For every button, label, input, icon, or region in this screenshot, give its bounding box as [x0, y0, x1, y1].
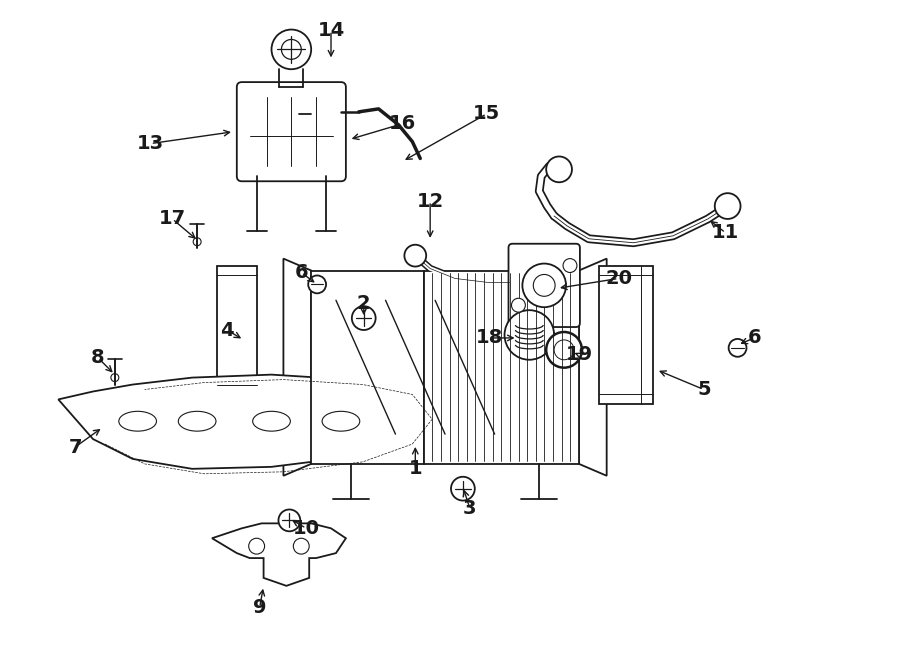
Polygon shape [284, 258, 311, 476]
Text: 3: 3 [464, 499, 477, 518]
Text: 1: 1 [409, 459, 422, 479]
Text: 10: 10 [292, 519, 320, 538]
Polygon shape [212, 524, 346, 586]
Text: 17: 17 [158, 210, 186, 229]
Text: 7: 7 [68, 438, 82, 457]
Text: 12: 12 [417, 192, 444, 211]
Circle shape [352, 306, 375, 330]
FancyBboxPatch shape [508, 244, 580, 327]
Circle shape [729, 339, 746, 357]
Circle shape [522, 264, 566, 307]
Text: 8: 8 [91, 348, 104, 368]
Text: 6: 6 [748, 329, 761, 348]
Text: 2: 2 [357, 293, 371, 313]
Text: 4: 4 [220, 321, 234, 340]
Circle shape [546, 157, 572, 182]
Bar [311, 270, 424, 464]
Text: 6: 6 [294, 263, 308, 282]
Text: 19: 19 [565, 345, 592, 364]
Circle shape [511, 298, 526, 312]
Bar [424, 270, 579, 464]
Text: 16: 16 [389, 114, 416, 134]
Text: 18: 18 [476, 329, 503, 348]
Circle shape [563, 258, 577, 272]
Polygon shape [579, 258, 607, 476]
Text: 11: 11 [712, 223, 739, 243]
Text: 20: 20 [605, 269, 632, 288]
Circle shape [278, 510, 301, 531]
Polygon shape [58, 375, 420, 469]
FancyBboxPatch shape [237, 82, 346, 181]
Circle shape [505, 310, 554, 360]
Text: 5: 5 [697, 380, 711, 399]
Circle shape [404, 245, 427, 266]
Bar [217, 266, 256, 395]
Bar [598, 266, 653, 405]
Text: 14: 14 [318, 21, 345, 40]
Text: 13: 13 [137, 134, 164, 153]
Text: 15: 15 [473, 104, 500, 124]
Circle shape [451, 477, 475, 500]
Circle shape [546, 332, 582, 368]
Circle shape [272, 30, 311, 69]
Text: 9: 9 [253, 598, 266, 617]
Circle shape [308, 276, 326, 293]
Circle shape [715, 193, 741, 219]
